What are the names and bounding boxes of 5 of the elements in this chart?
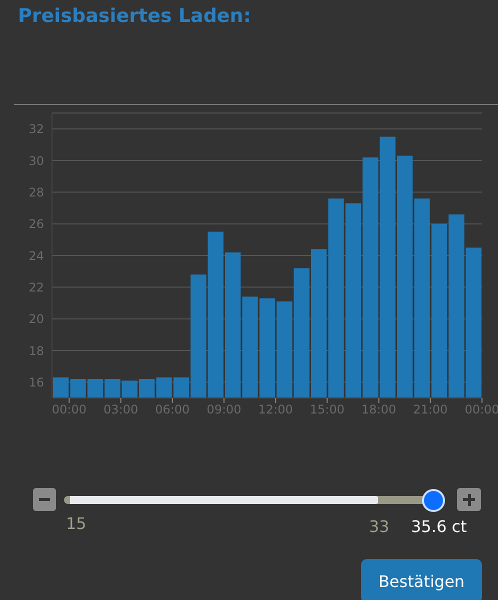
text: 33 bbox=[369, 517, 390, 536]
text: 35.6 ct bbox=[411, 517, 467, 536]
chart-title: Preisbasiertes Laden: bbox=[18, 5, 251, 27]
text: 15 bbox=[66, 514, 86, 533]
text: Bestätigen bbox=[361, 559, 482, 600]
